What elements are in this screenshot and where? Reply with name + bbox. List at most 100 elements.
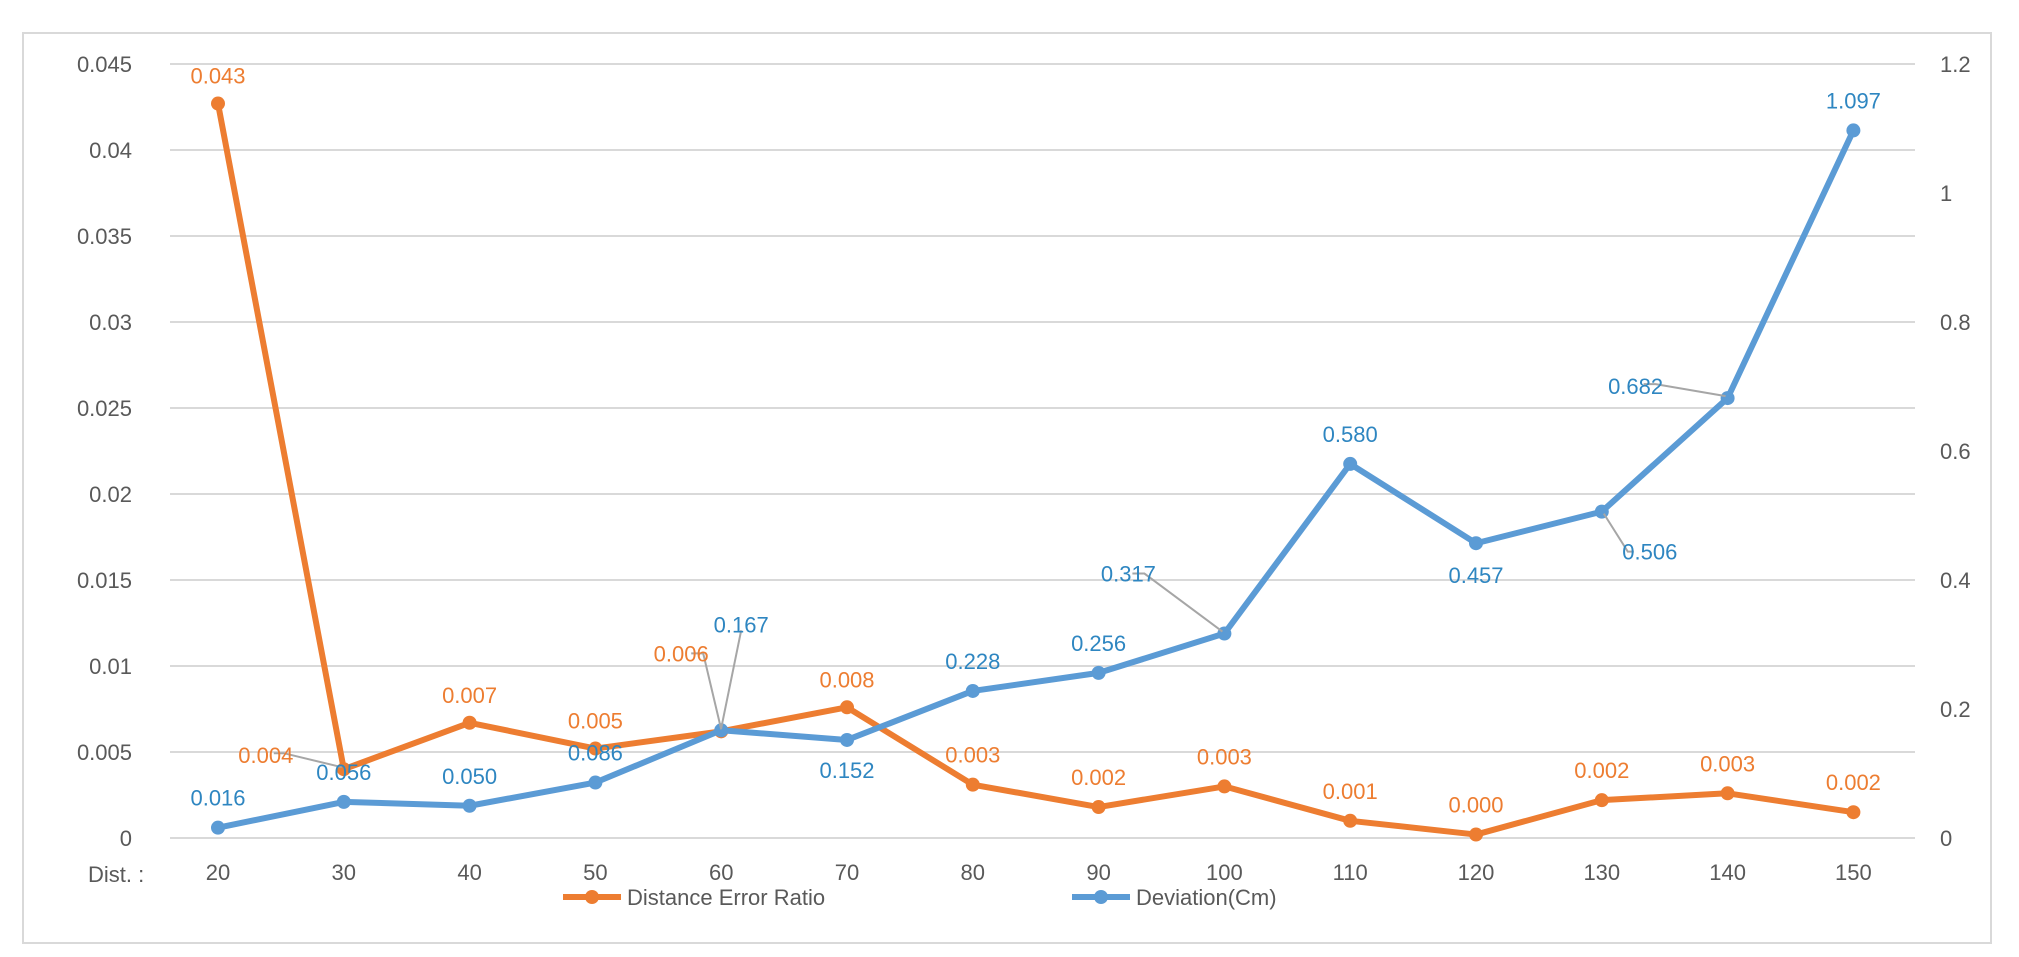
data-point bbox=[211, 820, 225, 835]
legend-item: Distance Error Ratio bbox=[563, 885, 825, 910]
data-point bbox=[840, 732, 854, 747]
data-point bbox=[1091, 800, 1106, 815]
data-point bbox=[336, 762, 351, 777]
data-label: 0.580 bbox=[1323, 422, 1378, 447]
data-point bbox=[1343, 456, 1358, 471]
x-axis-tick-label: 60 bbox=[709, 860, 733, 885]
x-axis-tick-label: 110 bbox=[1333, 860, 1368, 885]
data-label: 0.457 bbox=[1448, 563, 1503, 588]
left-axis-tick-label: 0.035 bbox=[77, 224, 132, 249]
x-axis-tick-label: 80 bbox=[961, 860, 985, 885]
right-axis-tick-label: 0.8 bbox=[1940, 310, 1971, 335]
legend-label: Distance Error Ratio bbox=[627, 885, 825, 910]
legend-item: Deviation(Cm) bbox=[1072, 885, 1277, 910]
legend-swatch-marker bbox=[585, 890, 599, 904]
x-axis-tick-label: 140 bbox=[1709, 860, 1746, 885]
left-axis-tick-label: 0.03 bbox=[89, 310, 132, 335]
x-axis-tick-label: 20 bbox=[206, 860, 230, 885]
data-label: 0.056 bbox=[316, 760, 371, 785]
data-label: 0.004 bbox=[238, 743, 293, 768]
data-point bbox=[1846, 123, 1861, 138]
data-label: 0.043 bbox=[190, 64, 245, 89]
data-label: 0.050 bbox=[442, 764, 497, 789]
data-label: 0.086 bbox=[568, 741, 623, 766]
data-label: 0.152 bbox=[819, 758, 874, 783]
x-axis-tick-label: 40 bbox=[457, 860, 481, 885]
data-label: 0.228 bbox=[945, 649, 1000, 674]
data-label: 0.003 bbox=[945, 743, 1000, 768]
x-axis-ticks: Dist. : 20 30 40 50 60 70 80 90 100 110 120 130 140 15… bbox=[88, 860, 1872, 887]
legend-swatch-marker bbox=[1094, 890, 1108, 904]
right-axis-tick-label: 0.4 bbox=[1940, 568, 1971, 593]
right-axis-tick-label: 1 bbox=[1940, 181, 1952, 206]
data-label: 1.097 bbox=[1826, 88, 1881, 113]
data-label: 0.000 bbox=[1448, 793, 1503, 818]
data-label: 0.002 bbox=[1071, 765, 1126, 790]
left-axis-tick-label: 0 bbox=[120, 826, 132, 851]
data-point bbox=[1720, 391, 1735, 406]
data-label: 0.007 bbox=[442, 683, 497, 708]
data-point bbox=[211, 96, 225, 111]
leader-line bbox=[1602, 513, 1634, 553]
data-label: 0.006 bbox=[654, 641, 709, 666]
data-point bbox=[1091, 665, 1106, 680]
right-axis-tick-label: 1.2 bbox=[1940, 52, 1971, 77]
x-axis-tick-label: 130 bbox=[1583, 860, 1620, 885]
series-layer bbox=[211, 96, 1861, 842]
data-point bbox=[1846, 805, 1861, 820]
leader-line bbox=[1132, 572, 1223, 633]
right-axis-tick-label: 0.2 bbox=[1940, 697, 1971, 722]
right-axis-tick-label: 0 bbox=[1940, 826, 1952, 851]
data-point bbox=[462, 715, 477, 730]
data-point bbox=[1469, 536, 1483, 551]
left-axis-tick-label: 0.025 bbox=[77, 396, 132, 421]
left-axis-tick-label: 0.045 bbox=[77, 52, 132, 77]
data-label: 0.506 bbox=[1622, 540, 1677, 565]
data-point bbox=[1217, 779, 1232, 794]
left-axis-tick-label: 0.04 bbox=[89, 138, 132, 163]
right-axis-ticks: 0 0.2 0.4 0.6 0.8 1 1.2 bbox=[1940, 52, 1971, 851]
data-label: 0.682 bbox=[1608, 374, 1663, 399]
data-label: 0.002 bbox=[1826, 770, 1881, 795]
x-axis-tick-label: 100 bbox=[1206, 860, 1243, 885]
series-line bbox=[215, 127, 1857, 831]
data-point bbox=[840, 700, 854, 715]
data-label: 0.002 bbox=[1574, 758, 1629, 783]
left-axis-tick-label: 0.015 bbox=[77, 568, 132, 593]
data-point bbox=[965, 683, 980, 698]
data-point bbox=[965, 777, 980, 792]
leader-line bbox=[691, 652, 723, 730]
data-label: 0.001 bbox=[1323, 779, 1378, 804]
data-labels-layer: 0.043 0.004 0.007 0.005 0.006 0.008 0.003 0.002… bbox=[190, 64, 1880, 818]
x-axis-prefix: Dist. : bbox=[88, 862, 144, 887]
data-point bbox=[588, 775, 603, 790]
data-point bbox=[1720, 786, 1735, 801]
data-label: 0.256 bbox=[1071, 631, 1126, 656]
gridlines bbox=[170, 63, 1915, 839]
left-axis-tick-label: 0.005 bbox=[77, 740, 132, 765]
left-axis-ticks: 0 0.005 0.01 0.015 0.02 0.025 0.03 0.035 0.04 0.0… bbox=[77, 52, 132, 851]
legend: Distance Error Ratio Deviation(Cm) bbox=[563, 885, 1277, 910]
data-point bbox=[1343, 813, 1358, 828]
data-point bbox=[1469, 827, 1483, 842]
left-axis-tick-label: 0.01 bbox=[89, 654, 132, 679]
data-label: 0.003 bbox=[1700, 751, 1755, 776]
data-point bbox=[714, 723, 729, 738]
data-label: 0.008 bbox=[819, 667, 874, 692]
data-label: 0.005 bbox=[568, 709, 623, 734]
right-axis-tick-label: 0.6 bbox=[1940, 439, 1971, 464]
data-label: 0.016 bbox=[190, 786, 245, 811]
left-axis-tick-label: 0.02 bbox=[89, 482, 132, 507]
data-label: 0.317 bbox=[1101, 562, 1156, 587]
x-axis-tick-label: 70 bbox=[835, 860, 859, 885]
data-point bbox=[336, 794, 351, 809]
data-label: 0.003 bbox=[1197, 744, 1252, 769]
data-point bbox=[588, 741, 603, 756]
data-point bbox=[1594, 793, 1609, 808]
series-line bbox=[215, 100, 1857, 838]
series-deviation bbox=[211, 123, 1861, 835]
x-axis-tick-label: 30 bbox=[332, 860, 356, 885]
data-point bbox=[462, 798, 477, 813]
leader-line bbox=[273, 752, 343, 769]
